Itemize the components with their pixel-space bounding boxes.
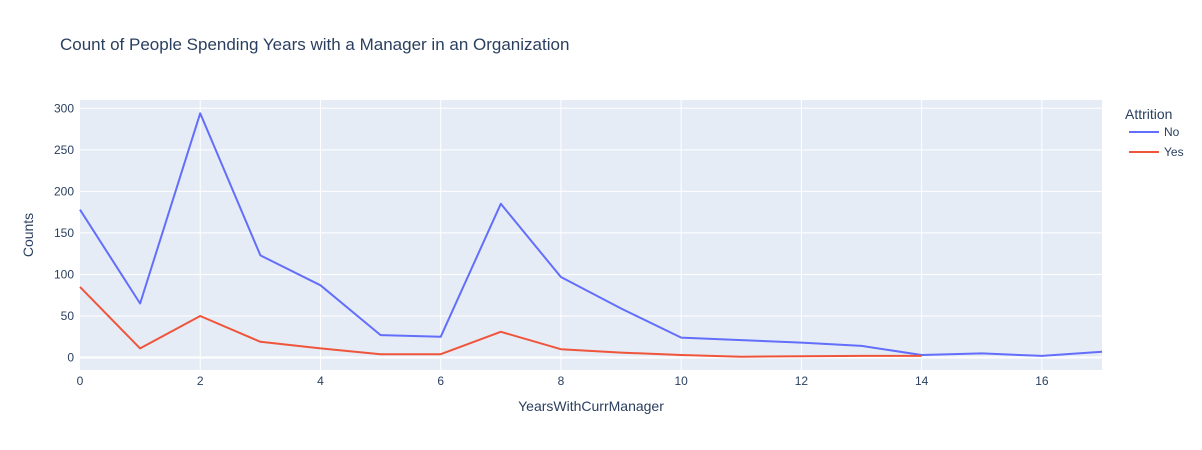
legend-label-no[interactable]: No bbox=[1164, 125, 1180, 139]
grid-lines bbox=[80, 100, 1102, 370]
series-line-no bbox=[79, 112, 1103, 357]
x-tick-label: 8 bbox=[558, 374, 565, 388]
legend-label-yes[interactable]: Yes bbox=[1164, 145, 1184, 159]
series-line-yes bbox=[79, 286, 922, 358]
x-tick-label: 14 bbox=[915, 374, 929, 388]
legend-title: Attrition bbox=[1125, 106, 1172, 122]
x-tick-label: 10 bbox=[674, 374, 688, 388]
y-tick-label: 0 bbox=[67, 351, 74, 365]
legend: Attrition No Yes bbox=[1125, 106, 1184, 159]
series-lines bbox=[79, 112, 1103, 358]
x-axis-ticks: 0 2 4 6 8 10 12 14 16 bbox=[77, 374, 1049, 388]
y-tick-label: 150 bbox=[54, 226, 74, 240]
x-tick-label: 2 bbox=[197, 374, 204, 388]
x-tick-label: 4 bbox=[317, 374, 324, 388]
x-tick-label: 0 bbox=[77, 374, 84, 388]
plot-background bbox=[80, 100, 1102, 370]
x-tick-label: 16 bbox=[1035, 374, 1049, 388]
x-tick-label: 12 bbox=[795, 374, 809, 388]
chart-title: Count of People Spending Years with a Ma… bbox=[60, 35, 569, 54]
x-axis-title: YearsWithCurrManager bbox=[518, 398, 664, 414]
y-tick-label: 200 bbox=[54, 184, 74, 198]
y-tick-label: 50 bbox=[61, 309, 75, 323]
y-tick-label: 250 bbox=[54, 143, 74, 157]
x-tick-label: 6 bbox=[437, 374, 444, 388]
y-tick-label: 300 bbox=[54, 101, 74, 115]
y-tick-label: 100 bbox=[54, 267, 74, 281]
y-axis-ticks: 0 50 100 150 200 250 300 bbox=[54, 101, 74, 364]
y-axis-title: Counts bbox=[20, 213, 36, 257]
